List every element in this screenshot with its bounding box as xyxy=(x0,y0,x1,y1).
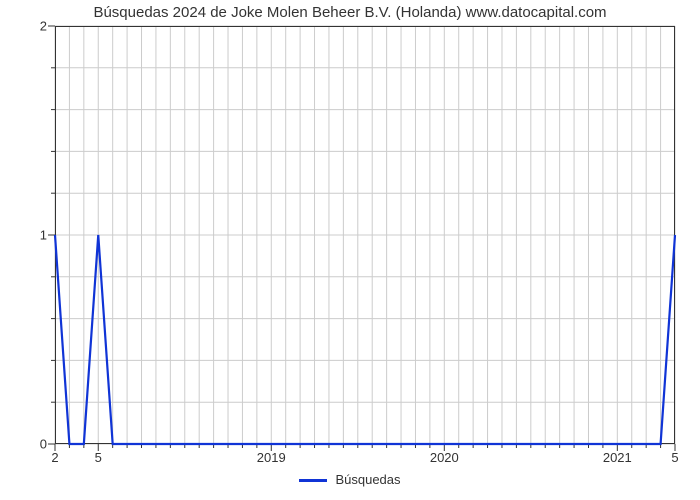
legend-label: Búsquedas xyxy=(335,472,400,487)
legend-swatch xyxy=(299,479,327,482)
x-tick-label: 2020 xyxy=(430,450,459,465)
x-tick-label: 5 xyxy=(95,450,102,465)
y-tick-label: 1 xyxy=(40,228,47,243)
x-tick-label: 5 xyxy=(671,450,678,465)
plot-area: 012252019202020215 xyxy=(55,26,675,444)
chart-container: Búsquedas 2024 de Joke Molen Beheer B.V.… xyxy=(0,0,700,500)
y-tick-label: 2 xyxy=(40,19,47,34)
x-tick-label: 2019 xyxy=(257,450,286,465)
y-tick-label: 0 xyxy=(40,437,47,452)
x-tick-label: 2 xyxy=(51,450,58,465)
chart-title: Búsquedas 2024 de Joke Molen Beheer B.V.… xyxy=(0,4,700,21)
x-tick-label: 2021 xyxy=(603,450,632,465)
legend: Búsquedas xyxy=(0,472,700,487)
